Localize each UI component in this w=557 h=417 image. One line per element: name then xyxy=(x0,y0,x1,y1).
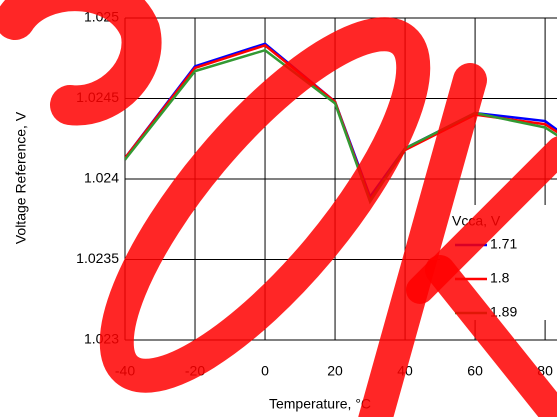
y-tick-label: 1.0235 xyxy=(76,250,119,266)
watermark-stroke xyxy=(0,0,162,126)
watermark-stroke xyxy=(99,17,431,393)
watermark-stroke xyxy=(425,255,557,417)
legend-label: 1.8 xyxy=(490,270,510,286)
x-tick-label: 20 xyxy=(327,363,343,379)
y-axis-label: Voltage Reference, V xyxy=(13,111,29,244)
x-axis-label: Temperature, °C xyxy=(269,396,371,412)
y-tick-label: 1.024 xyxy=(84,170,119,186)
x-tick-label: 0 xyxy=(261,363,269,379)
watermark-stroke xyxy=(358,63,487,417)
x-tick-label: 60 xyxy=(467,363,483,379)
legend-label: 1.71 xyxy=(490,236,517,252)
legend-label: 1.89 xyxy=(490,304,517,320)
